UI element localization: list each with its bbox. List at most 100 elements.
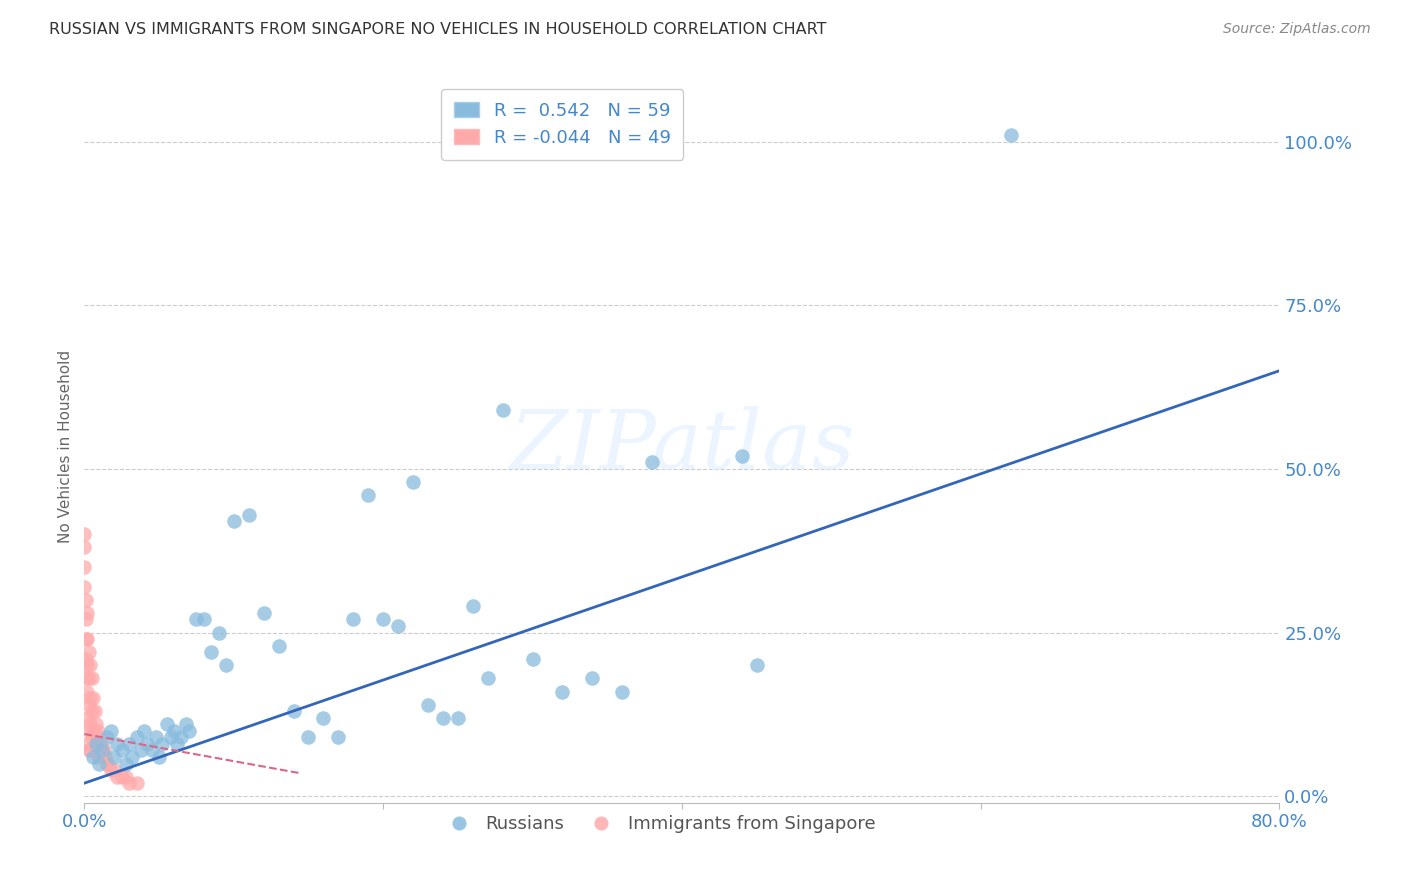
Point [129,743,152,757]
Point [125,776,148,790]
Point [132,723,156,738]
Point [253,606,276,620]
Point [155,717,177,731]
Point [103,750,125,764]
Point [87,750,110,764]
Point [432,711,454,725]
Point [100,723,122,738]
Point [80,672,103,686]
Point [163,723,186,738]
Point [89,731,111,745]
Point [83,704,105,718]
Legend: Russians, Immigrants from Singapore: Russians, Immigrants from Singapore [433,808,883,840]
Point [76,658,98,673]
Point [80,704,103,718]
Point [357,488,380,502]
Point [96,756,118,771]
Point [115,770,138,784]
Point [73,541,96,555]
Point [731,449,754,463]
Point [166,737,188,751]
Point [492,403,515,417]
Point [75,592,97,607]
Point [94,750,117,764]
Point [79,743,101,757]
Y-axis label: No Vehicles in Household: No Vehicles in Household [58,350,73,542]
Point [267,639,290,653]
Point [148,750,170,764]
Point [77,723,100,738]
Point [79,717,101,731]
Point [145,731,167,745]
Point [86,717,108,731]
Point [87,723,110,738]
Point [77,672,100,686]
Point [283,704,305,718]
Point [91,743,114,757]
Point [83,737,105,751]
Point [461,599,484,614]
Point [115,756,138,771]
Point [73,560,96,574]
Point [373,612,395,626]
Point [75,672,97,686]
Point [186,612,208,626]
Point [447,711,470,725]
Point [402,475,425,489]
Point [160,731,183,745]
Text: Source: ZipAtlas.com: Source: ZipAtlas.com [1223,22,1371,37]
Point [312,711,335,725]
Point [90,737,112,751]
Point [118,776,141,790]
Point [581,672,603,686]
Point [170,731,193,745]
Point [193,612,215,626]
Point [387,619,409,633]
Point [141,743,163,757]
Point [76,684,98,698]
Point [177,723,200,738]
Point [103,763,125,777]
Point [75,652,97,666]
Point [612,684,634,698]
Point [96,731,118,745]
Point [118,737,141,751]
Point [111,743,134,757]
Point [125,731,148,745]
Point [77,743,100,757]
Point [89,756,111,771]
Point [73,580,96,594]
Point [76,737,98,751]
Point [222,514,245,528]
Point [86,743,108,757]
Point [238,508,260,522]
Point [79,691,101,706]
Point [477,672,499,686]
Point [76,606,98,620]
Point [1000,128,1022,142]
Point [174,717,197,731]
Point [215,658,238,673]
Point [82,750,104,764]
Text: RUSSIAN VS IMMIGRANTS FROM SINGAPORE NO VEHICLES IN HOUSEHOLD CORRELATION CHART: RUSSIAN VS IMMIGRANTS FROM SINGAPORE NO … [49,22,827,37]
Point [416,698,439,712]
Point [91,743,114,757]
Point [82,723,104,738]
Point [76,632,98,647]
Point [150,737,173,751]
Point [200,645,222,659]
Point [100,763,122,777]
Point [77,698,100,712]
Point [342,612,364,626]
Point [551,684,574,698]
Point [105,737,128,751]
Point [208,625,231,640]
Point [82,691,104,706]
Point [745,658,768,673]
Point [75,612,97,626]
Point [73,527,96,541]
Point [297,731,319,745]
Point [93,743,115,757]
Point [522,652,544,666]
Point [79,658,101,673]
